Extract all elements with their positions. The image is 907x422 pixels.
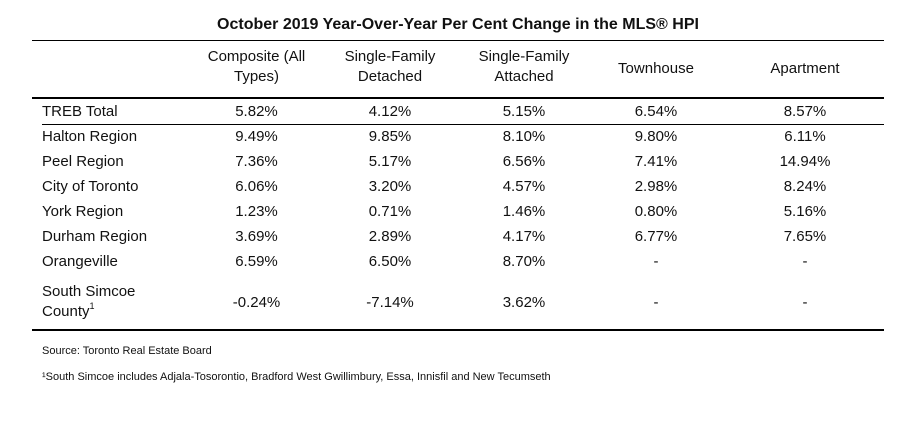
table-cell: 9.80%: [634, 128, 678, 145]
column-header-line: Townhouse: [618, 60, 694, 77]
row-label: Orangeville: [42, 253, 118, 270]
row-label: South Simcoe County1: [42, 282, 192, 322]
column-header-attached: Single-Family Attached: [463, 47, 585, 87]
table-cell: 8.24%: [783, 178, 827, 195]
column-header-townhouse: Townhouse: [595, 59, 717, 79]
table-cell: -0.24%: [232, 294, 281, 311]
table-cell: 6.06%: [235, 178, 278, 195]
row-label: Peel Region: [42, 153, 124, 170]
table-cell: 3.69%: [235, 228, 278, 245]
table-cell: 9.49%: [235, 128, 278, 145]
column-header-line: Attached: [494, 68, 554, 85]
row-label: City of Toronto: [42, 178, 139, 195]
column-header-line: Types): [233, 68, 279, 85]
table-cell: 1.23%: [235, 203, 278, 220]
table-cell: 3.20%: [368, 178, 412, 195]
table-cell: 8.10%: [502, 128, 546, 145]
table-cell: 6.50%: [368, 253, 412, 270]
table-cell: 2.89%: [368, 228, 412, 245]
row-label: TREB Total: [42, 103, 118, 120]
footnote-marker: 1: [89, 301, 95, 311]
top-rule: [32, 40, 884, 41]
row-label-line: County1: [42, 302, 192, 322]
table-cell: 4.12%: [368, 103, 412, 120]
table-cell: 9.85%: [368, 128, 412, 145]
table-cell: 6.59%: [235, 253, 278, 270]
table-cell: -: [802, 253, 808, 270]
table-cell: 7.36%: [235, 153, 278, 170]
footnote: ¹South Simcoe includes Adjala-Tosorontio…: [42, 371, 551, 383]
table-cell: -7.14%: [366, 294, 414, 311]
bottom-rule: [32, 329, 884, 331]
table-cell: 5.17%: [368, 153, 412, 170]
table-cell: -: [653, 253, 659, 270]
row-label: Halton Region: [42, 128, 138, 145]
row-label-line: South Simcoe: [42, 283, 136, 300]
table-cell: 8.70%: [502, 253, 546, 270]
row-label-text: County: [42, 303, 90, 320]
column-header-detached: Single-Family Detached: [330, 47, 450, 87]
table-cell: 2.98%: [634, 178, 678, 195]
row-divider: [42, 124, 884, 125]
row-label: Durham Region: [42, 228, 148, 245]
table-cell: 5.82%: [235, 103, 278, 120]
column-header-composite: Composite (All Types): [195, 47, 318, 87]
source-note: Source: Toronto Real Estate Board: [42, 345, 212, 357]
column-header-line: Single-Family: [478, 48, 570, 65]
table-cell: 7.41%: [634, 153, 678, 170]
table-cell: 0.71%: [368, 203, 412, 220]
table-cell: 0.80%: [634, 203, 678, 220]
column-header-line: Apartment: [770, 60, 840, 77]
table-cell: 5.15%: [502, 103, 546, 120]
column-header-line: Single-Family: [344, 48, 436, 65]
column-header-line: Detached: [357, 68, 423, 85]
table-cell: 6.77%: [634, 228, 678, 245]
table-cell: 8.57%: [783, 103, 827, 120]
table-cell: 4.17%: [502, 228, 546, 245]
table-cell: 7.65%: [783, 228, 827, 245]
column-header-line: Composite (All: [207, 48, 306, 65]
table-cell: 6.54%: [634, 103, 678, 120]
header-rule: [32, 97, 884, 99]
table-title: October 2019 Year-Over-Year Per Cent Cha…: [217, 16, 699, 33]
table-cell: 4.57%: [502, 178, 546, 195]
table-cell: 5.16%: [783, 203, 827, 220]
table-cell: 1.46%: [502, 203, 546, 220]
table-cell: 6.11%: [784, 128, 826, 145]
table-cell: 14.94%: [779, 153, 831, 170]
table-cell: 6.56%: [502, 153, 546, 170]
row-label: York Region: [42, 203, 124, 220]
table-cell: -: [802, 294, 808, 311]
column-header-apartment: Apartment: [735, 59, 875, 79]
table-cell: -: [653, 294, 659, 311]
table-cell: 3.62%: [502, 294, 546, 311]
